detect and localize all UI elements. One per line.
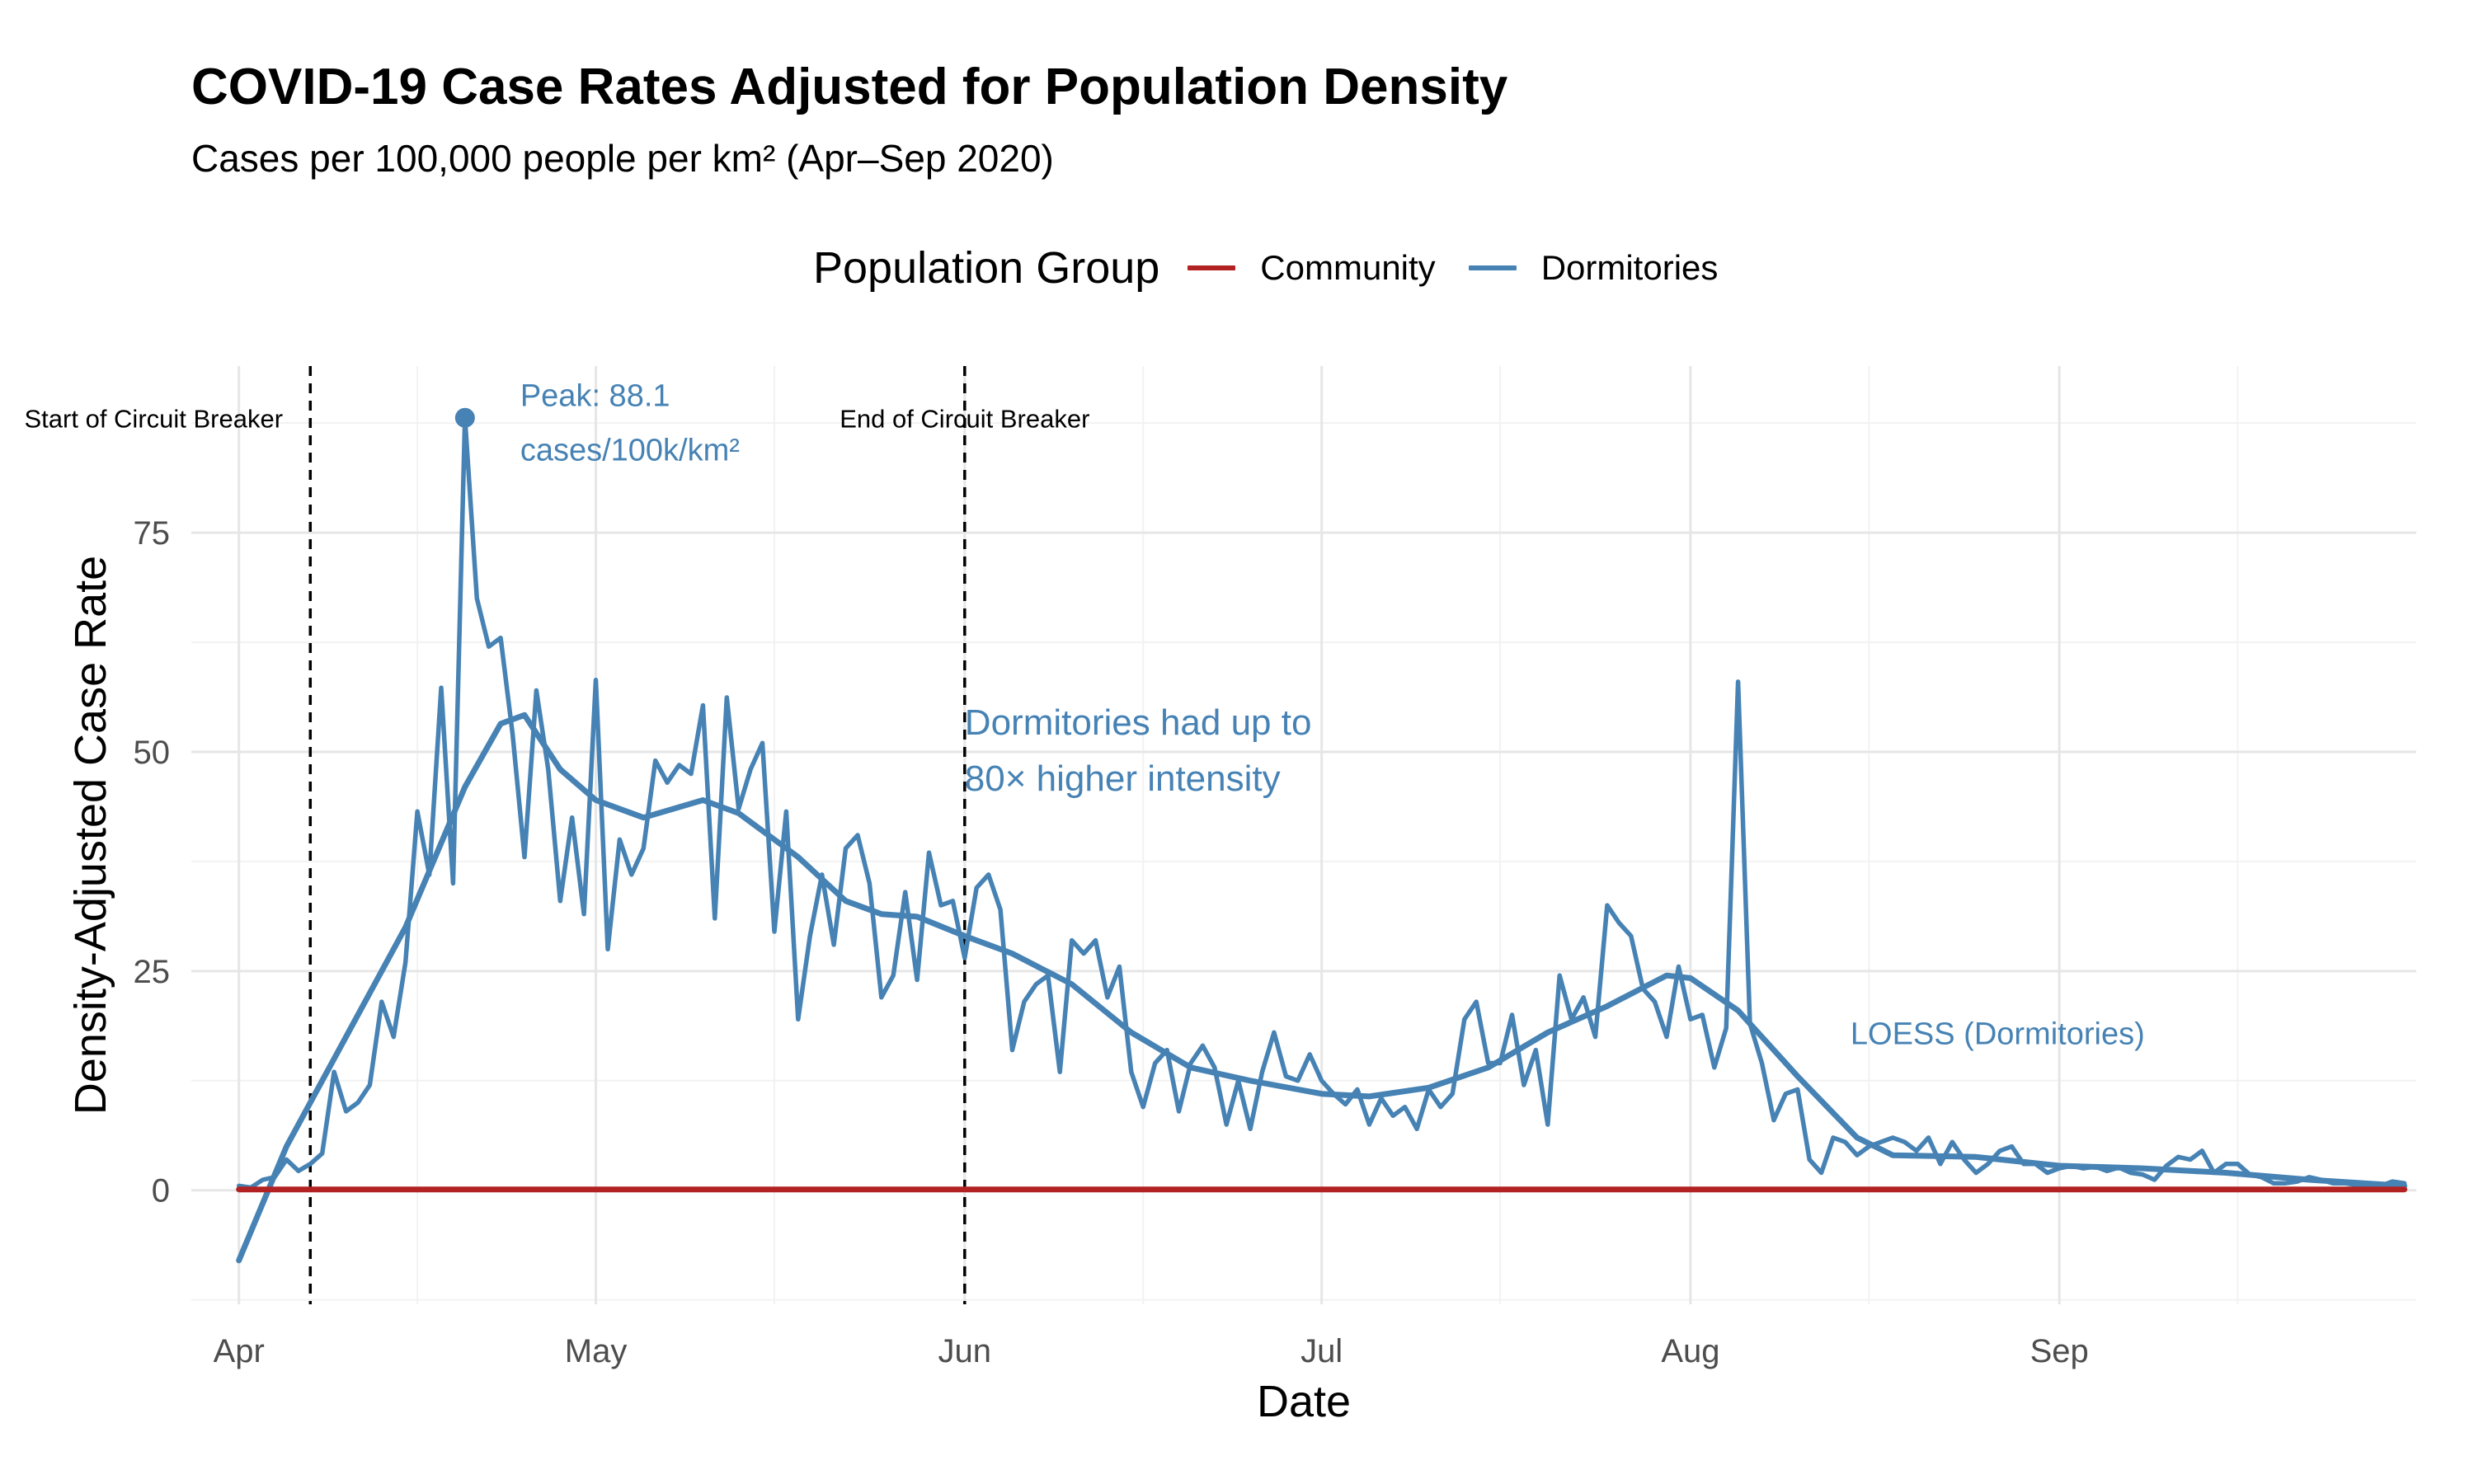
y-axis-label: Density-Adjusted Case Rate (66, 556, 115, 1115)
x-tick-label: Apr (214, 1333, 265, 1369)
vline-label-end: End of Circuit Breaker (840, 405, 1089, 434)
vline-label-start: Start of Circuit Breaker (25, 405, 284, 434)
chart-subtitle: Cases per 100,000 people per km² (Apr–Se… (191, 137, 1054, 180)
y-tick-label: 75 (134, 515, 171, 552)
x-axis-label: Date (1257, 1377, 1351, 1426)
intensity-annotation-line2: 80× higher intensity (965, 758, 1281, 799)
legend-item-dormitories: Dormitories (1468, 248, 1719, 288)
legend-label-community: Community (1260, 248, 1436, 287)
intensity-annotation-line1: Dormitories had up to (965, 702, 1312, 743)
legend-label-dormitories: Dormitories (1540, 248, 1719, 287)
y-tick-label: 50 (134, 735, 171, 771)
loess-label: LOESS (Dormitories) (1851, 1017, 2145, 1051)
legend-key-community (1188, 265, 1236, 270)
peak-annotation-line2: cases/100k/km² (520, 434, 740, 468)
marks-layer (236, 366, 2408, 1304)
loess-dormitories-line (236, 711, 2408, 1264)
x-tick-label: Jun (938, 1333, 992, 1369)
legend: Population Group Community Dormitories (813, 239, 1751, 297)
dormitories-line (236, 415, 2407, 1190)
peak-annotation-line1: Peak: 88.1 (520, 379, 670, 414)
x-tick-label: Aug (1661, 1333, 1719, 1369)
y-tick-label: 0 (152, 1173, 170, 1209)
legend-key-dormitories (1468, 265, 1517, 270)
x-tick-label: May (565, 1333, 628, 1369)
chart-title: COVID-19 Case Rates Adjusted for Populat… (191, 59, 1508, 115)
text-layer: Apr May Jun Jul Aug Sep 0 25 50 75 Date Density-Adj… (25, 379, 2145, 1426)
x-tick-label: Sep (2030, 1333, 2089, 1369)
y-tick-label: 25 (134, 954, 171, 990)
legend-item-community: Community (1188, 248, 1436, 288)
peak-marker (454, 407, 475, 428)
legend-title: Population Group (813, 243, 1160, 293)
x-tick-label: Jul (1300, 1333, 1343, 1369)
